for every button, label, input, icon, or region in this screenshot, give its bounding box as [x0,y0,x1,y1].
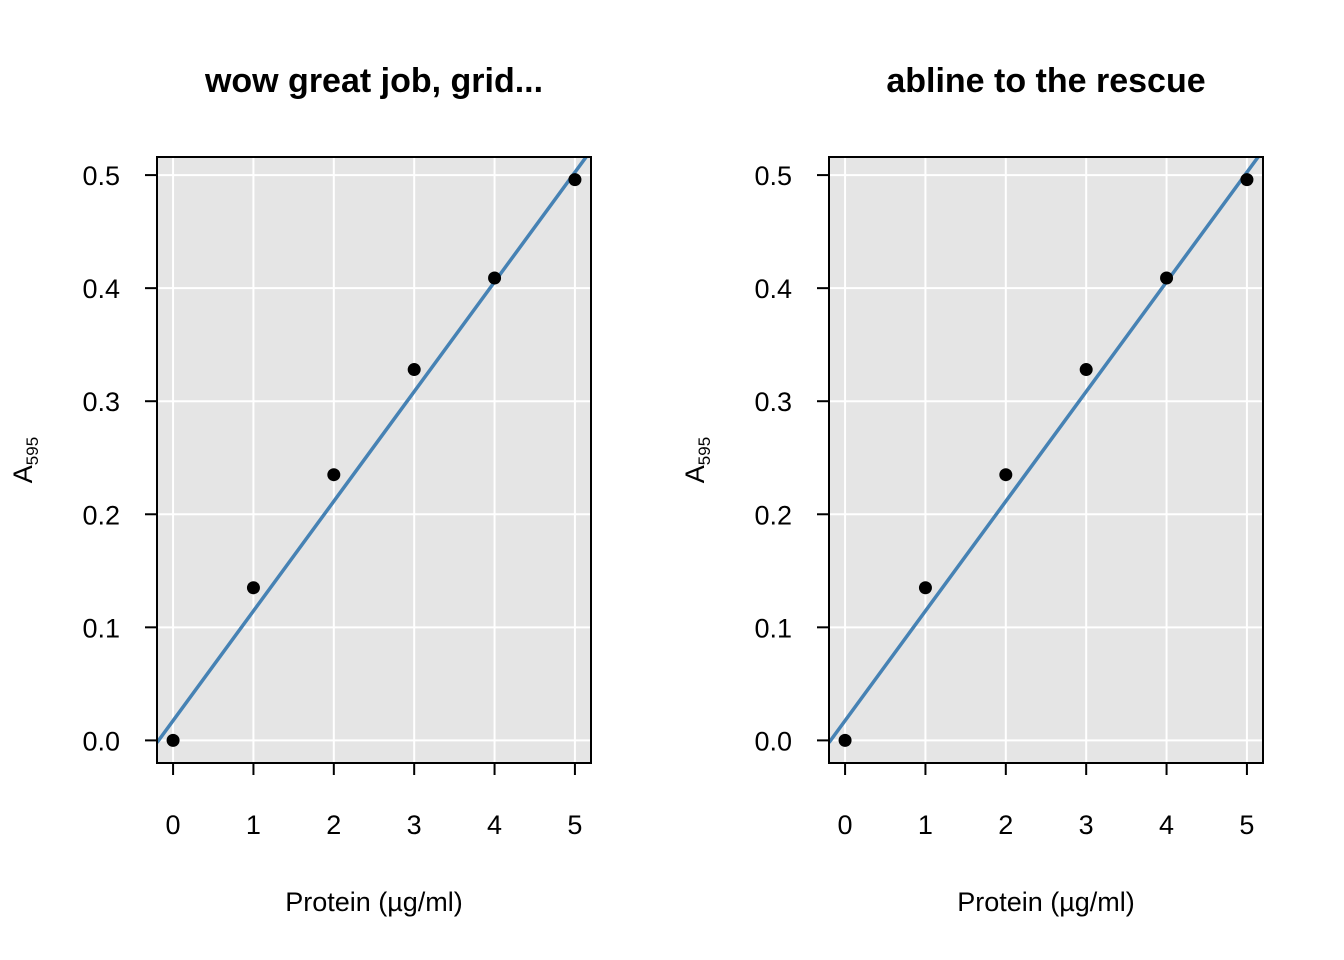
x-tick-label: 3 [407,810,422,840]
x-tick-label: 0 [838,810,853,840]
data-point [838,733,852,747]
data-point [1240,173,1254,187]
data-point [407,363,421,377]
data-point [1160,271,1174,285]
chart-panel-1: 0 1 2 3 4 5 0.0 0.1 0.2 0.3 0.4 0.5 wow great job, g… [8,62,592,917]
x-tick-label: 1 [918,810,933,840]
y-tick-label: 0.0 [82,726,120,756]
x-tick-label: 0 [166,810,181,840]
regression-line [157,157,589,744]
chart-title: abline to the rescue [886,62,1205,100]
y-tick-label: 0.1 [82,613,120,643]
chart-panel-2: 0 1 2 3 4 5 0.0 0.1 0.2 0.3 0.4 0.5 abline to the re… [680,62,1264,917]
y-tick-label: 0.4 [754,274,792,304]
chart-title: wow great job, grid... [204,62,543,100]
y-axis-label: A595 [8,437,42,483]
data-point [999,468,1013,482]
x-tick-label: 2 [998,810,1013,840]
x-tick-label: 4 [487,810,502,840]
x-axis-label: Protein (µg/ml) [957,887,1135,917]
y-tick-label: 0.2 [82,500,120,530]
x-tick-label: 1 [246,810,261,840]
y-tick-label: 0.3 [82,387,120,417]
data-point [246,581,260,595]
y-tick-label: 0.2 [754,500,792,530]
y-tick-label: 0.1 [754,613,792,643]
plot-background [829,157,1263,763]
data-point [488,271,502,285]
data-point [918,581,932,595]
x-tick-label: 5 [1239,810,1254,840]
x-tick-label: 5 [567,810,582,840]
y-tick-label: 0.0 [754,726,792,756]
x-tick-label: 3 [1079,810,1094,840]
y-tick-label: 0.3 [754,387,792,417]
y-axis-label: A595 [680,437,714,483]
plot-frame [156,156,592,764]
regression-line [829,157,1261,744]
data-point [568,173,582,187]
data-point [327,468,341,482]
y-tick-label: 0.4 [82,274,120,304]
x-tick-label: 4 [1159,810,1174,840]
y-tick-label: 0.5 [82,161,120,191]
data-point [1079,363,1093,377]
plot-frame [828,156,1264,764]
plot-background [157,157,591,763]
x-axis-label: Protein (µg/ml) [285,887,463,917]
x-tick-label: 2 [326,810,341,840]
y-tick-label: 0.5 [754,161,792,191]
data-point [166,733,180,747]
